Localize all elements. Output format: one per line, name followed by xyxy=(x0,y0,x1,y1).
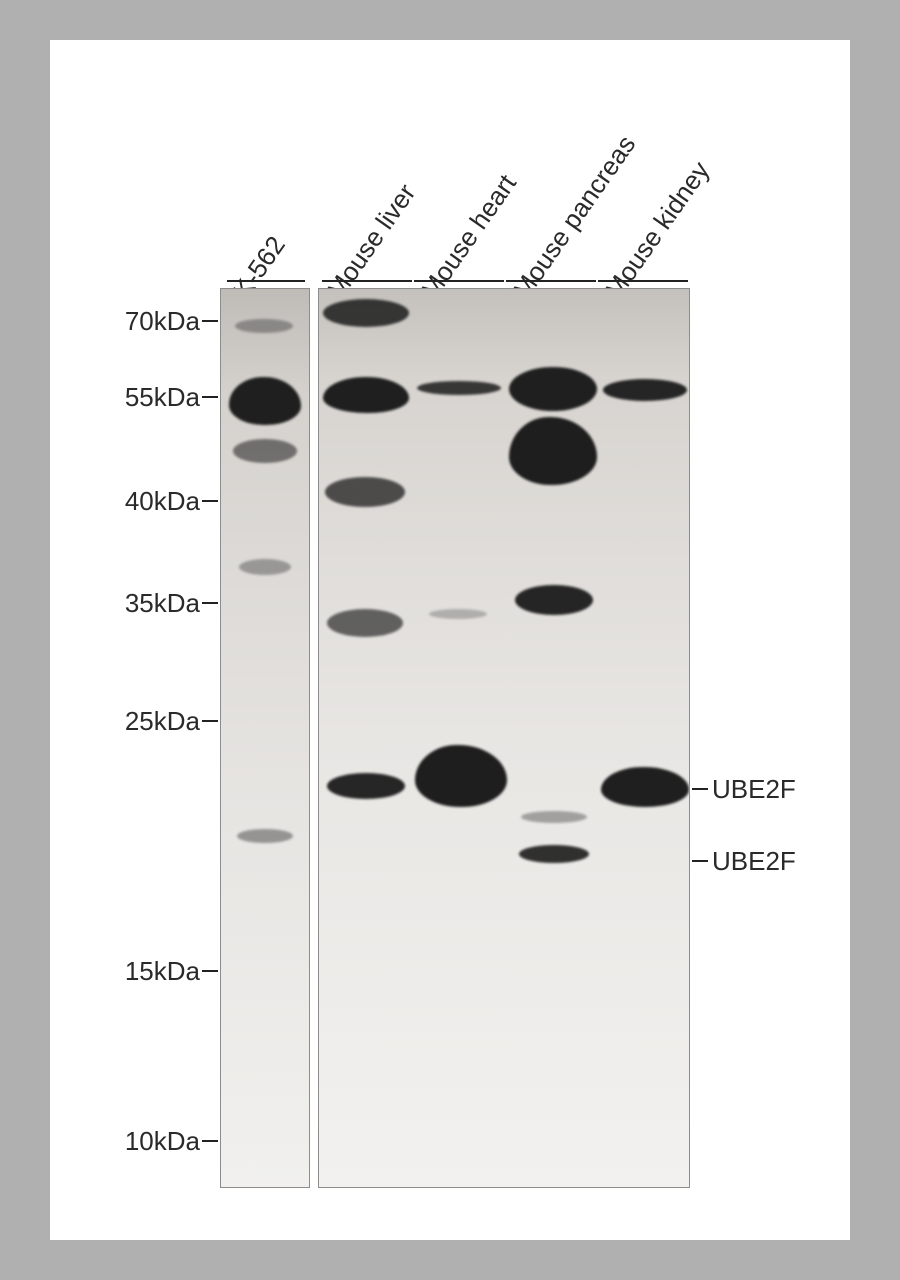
blot-band xyxy=(601,767,689,807)
panel-inner xyxy=(319,289,689,1187)
blot-band xyxy=(327,773,405,799)
blot-panel-lanes2to5 xyxy=(318,288,690,1188)
mw-tick xyxy=(202,396,218,398)
panel-background xyxy=(319,289,689,1187)
mw-label-40: 40kDa xyxy=(60,486,200,517)
mw-label-10: 10kDa xyxy=(60,1126,200,1157)
lane-label-heart: Mouse heart xyxy=(415,169,523,305)
band-label-ube2f-upper: UBE2F xyxy=(712,774,796,805)
blot-band xyxy=(603,379,687,401)
mw-tick xyxy=(202,320,218,322)
blot-band xyxy=(323,299,409,327)
lane-underline xyxy=(322,280,412,282)
mw-label-25: 25kDa xyxy=(60,706,200,737)
panel-inner xyxy=(221,289,309,1187)
blot-band xyxy=(325,477,405,507)
blot-band xyxy=(429,609,487,619)
mw-tick xyxy=(202,500,218,502)
mw-tick xyxy=(202,720,218,722)
blot-band xyxy=(323,377,409,413)
lane-underline xyxy=(598,280,688,282)
mw-label-15: 15kDa xyxy=(60,956,200,987)
lane-underline xyxy=(506,280,596,282)
blot-band xyxy=(519,845,589,863)
band-tick xyxy=(692,788,708,790)
blot-panel-lane1 xyxy=(220,288,310,1188)
lane-underline xyxy=(414,280,504,282)
mw-label-55: 55kDa xyxy=(60,382,200,413)
mw-label-35: 35kDa xyxy=(60,588,200,619)
band-tick xyxy=(692,860,708,862)
band-label-ube2f-lower: UBE2F xyxy=(712,846,796,877)
blot-band xyxy=(515,585,593,615)
lane-labels-group: K-562 Mouse liver Mouse heart Mouse panc… xyxy=(50,40,850,280)
blot-band xyxy=(417,381,501,395)
blot-band xyxy=(239,559,291,575)
blot-band xyxy=(327,609,403,637)
blot-band xyxy=(521,811,587,823)
blot-band xyxy=(235,319,293,333)
blot-band xyxy=(233,439,297,463)
blot-band xyxy=(509,367,597,411)
blot-band xyxy=(237,829,293,843)
western-blot-figure: K-562 Mouse liver Mouse heart Mouse panc… xyxy=(50,40,850,1240)
mw-tick xyxy=(202,1140,218,1142)
blot-area xyxy=(220,288,690,1188)
mw-tick xyxy=(202,970,218,972)
mw-label-70: 70kDa xyxy=(60,306,200,337)
lane-underline xyxy=(227,280,305,282)
mw-tick xyxy=(202,602,218,604)
lane-label-liver: Mouse liver xyxy=(321,178,423,305)
